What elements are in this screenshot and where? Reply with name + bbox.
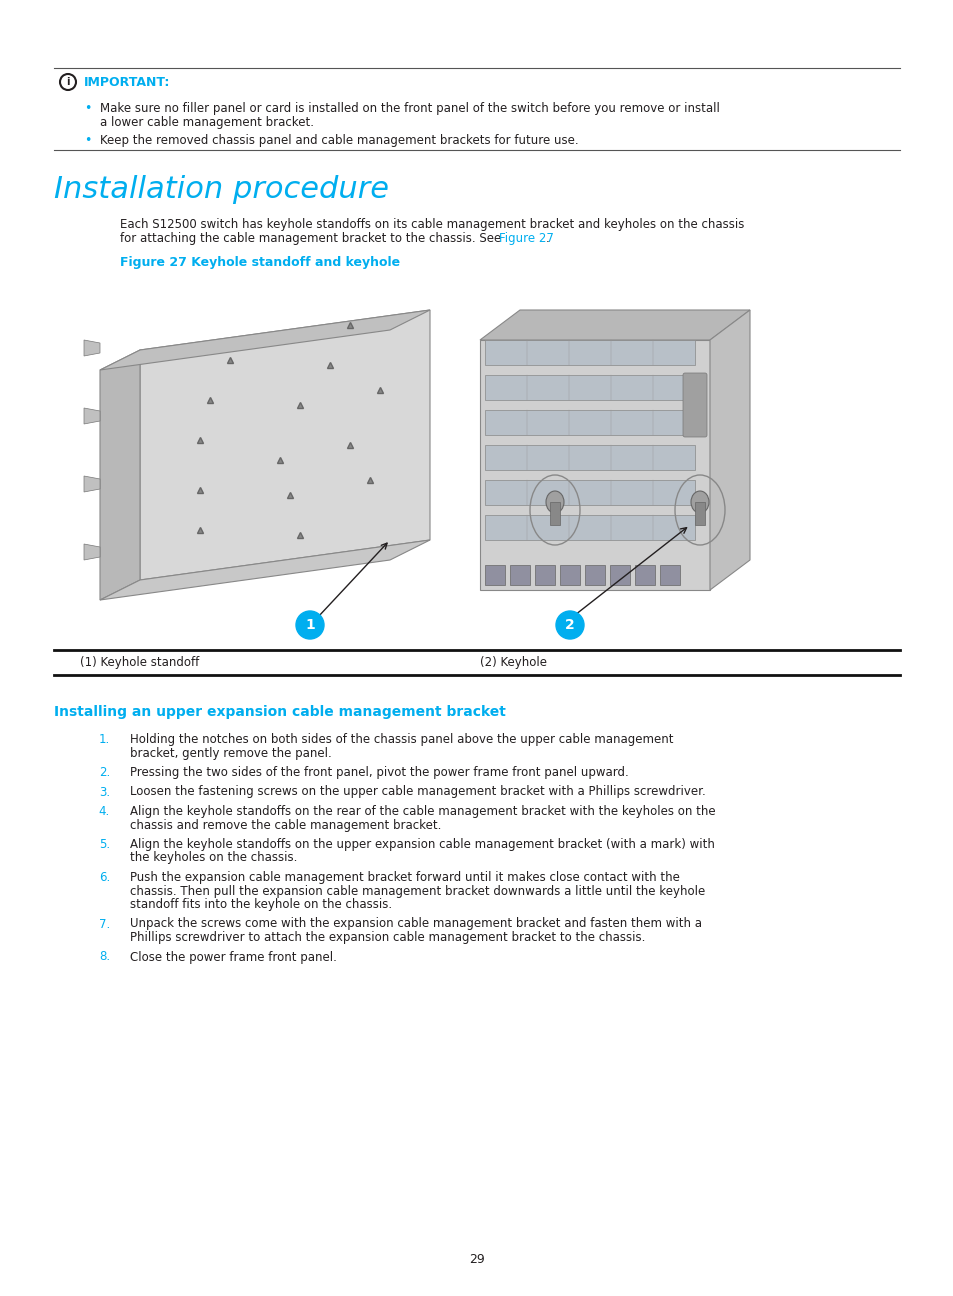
Text: i: i — [66, 76, 70, 87]
Text: Each S12500 switch has keyhole standoffs on its cable management bracket and key: Each S12500 switch has keyhole standoffs… — [120, 218, 743, 231]
FancyBboxPatch shape — [535, 565, 555, 584]
Text: 6.: 6. — [99, 871, 110, 884]
Text: Installation procedure: Installation procedure — [54, 175, 389, 203]
Text: chassis. Then pull the expansion cable management bracket downwards a little unt: chassis. Then pull the expansion cable m… — [130, 884, 704, 898]
Circle shape — [556, 610, 583, 639]
FancyBboxPatch shape — [559, 565, 579, 584]
Text: standoff fits into the keyhole on the chassis.: standoff fits into the keyhole on the ch… — [130, 898, 392, 911]
Text: Unpack the screws come with the expansion cable management bracket and fasten th: Unpack the screws come with the expansio… — [130, 918, 701, 931]
Text: 5.: 5. — [99, 839, 110, 851]
Text: •: • — [84, 133, 91, 146]
Text: Phillips screwdriver to attach the expansion cable management bracket to the cha: Phillips screwdriver to attach the expan… — [130, 931, 644, 943]
Text: Figure 27: Figure 27 — [498, 232, 554, 245]
Polygon shape — [484, 340, 695, 365]
Text: (2) Keyhole: (2) Keyhole — [479, 656, 546, 669]
Text: Keep the removed chassis panel and cable management brackets for future use.: Keep the removed chassis panel and cable… — [100, 133, 578, 146]
Text: for attaching the cable management bracket to the chassis. See: for attaching the cable management brack… — [120, 232, 504, 245]
FancyBboxPatch shape — [682, 373, 706, 437]
Polygon shape — [695, 502, 704, 525]
Text: Close the power frame front panel.: Close the power frame front panel. — [130, 950, 336, 963]
FancyBboxPatch shape — [609, 565, 629, 584]
Text: 2: 2 — [564, 618, 575, 632]
Polygon shape — [709, 310, 749, 590]
Text: 4.: 4. — [99, 805, 110, 818]
Polygon shape — [484, 375, 695, 400]
Text: 1: 1 — [305, 618, 314, 632]
Text: 29: 29 — [469, 1253, 484, 1266]
Text: 7.: 7. — [99, 918, 110, 931]
Text: Figure 27 Keyhole standoff and keyhole: Figure 27 Keyhole standoff and keyhole — [120, 257, 399, 270]
FancyBboxPatch shape — [635, 565, 655, 584]
Text: Pressing the two sides of the front panel, pivot the power frame front panel upw: Pressing the two sides of the front pane… — [130, 766, 628, 779]
Polygon shape — [484, 410, 695, 435]
Text: IMPORTANT:: IMPORTANT: — [84, 75, 171, 88]
Text: 8.: 8. — [99, 950, 110, 963]
Polygon shape — [84, 408, 100, 424]
Polygon shape — [84, 544, 100, 560]
Text: a lower cable management bracket.: a lower cable management bracket. — [100, 117, 314, 130]
Polygon shape — [100, 350, 140, 600]
Text: 3.: 3. — [99, 785, 110, 798]
Text: Align the keyhole standoffs on the rear of the cable management bracket with the: Align the keyhole standoffs on the rear … — [130, 805, 715, 818]
Text: bracket, gently remove the panel.: bracket, gently remove the panel. — [130, 746, 332, 759]
Polygon shape — [484, 445, 695, 470]
Polygon shape — [100, 310, 430, 369]
FancyBboxPatch shape — [484, 565, 504, 584]
Text: 1.: 1. — [99, 734, 110, 746]
Text: (1) Keyhole standoff: (1) Keyhole standoff — [80, 656, 199, 669]
Polygon shape — [100, 540, 430, 600]
Polygon shape — [484, 480, 695, 505]
Polygon shape — [84, 340, 100, 356]
Text: Push the expansion cable management bracket forward until it makes close contact: Push the expansion cable management brac… — [130, 871, 679, 884]
Polygon shape — [550, 502, 559, 525]
Polygon shape — [140, 310, 430, 581]
Text: 2.: 2. — [99, 766, 110, 779]
Ellipse shape — [690, 491, 708, 513]
Text: Align the keyhole standoffs on the upper expansion cable management bracket (wit: Align the keyhole standoffs on the upper… — [130, 839, 714, 851]
Ellipse shape — [545, 491, 563, 513]
Text: •: • — [84, 102, 91, 115]
Text: the keyholes on the chassis.: the keyholes on the chassis. — [130, 851, 297, 864]
Text: .: . — [545, 232, 549, 245]
Circle shape — [295, 610, 324, 639]
FancyBboxPatch shape — [584, 565, 604, 584]
FancyBboxPatch shape — [659, 565, 679, 584]
Text: Installing an upper expansion cable management bracket: Installing an upper expansion cable mana… — [54, 705, 505, 719]
Polygon shape — [84, 476, 100, 492]
Text: Holding the notches on both sides of the chassis panel above the upper cable man: Holding the notches on both sides of the… — [130, 734, 673, 746]
Polygon shape — [479, 340, 709, 590]
FancyBboxPatch shape — [510, 565, 530, 584]
Text: Loosen the fastening screws on the upper cable management bracket with a Phillip: Loosen the fastening screws on the upper… — [130, 785, 705, 798]
Text: chassis and remove the cable management bracket.: chassis and remove the cable management … — [130, 819, 441, 832]
Polygon shape — [479, 310, 749, 340]
Text: Make sure no filler panel or card is installed on the front panel of the switch : Make sure no filler panel or card is ins… — [100, 102, 720, 115]
Polygon shape — [484, 515, 695, 540]
